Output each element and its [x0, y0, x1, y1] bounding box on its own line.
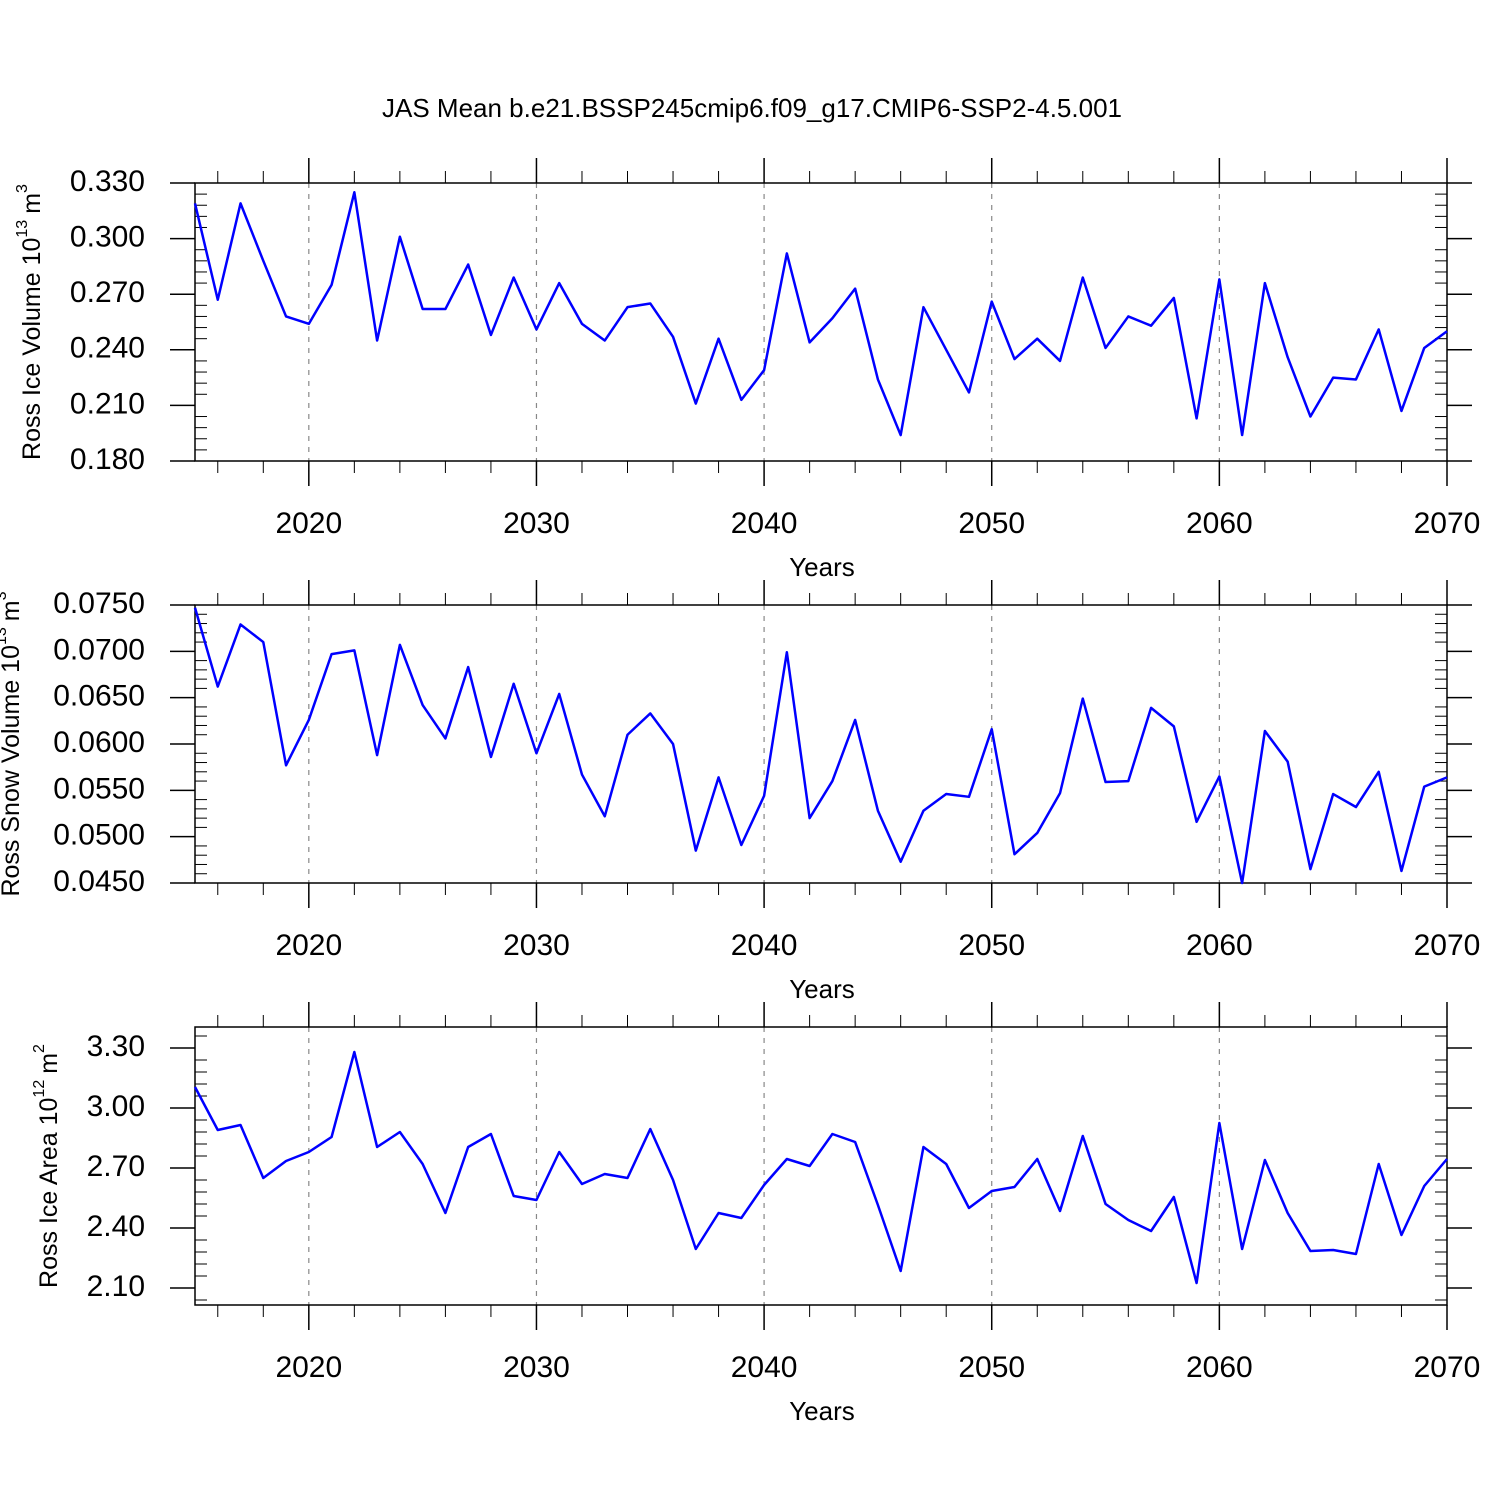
- x-tick-label: 2020: [275, 929, 342, 962]
- x-tick-label: 2030: [503, 507, 570, 540]
- y-axis-label-part: 3: [14, 184, 31, 193]
- y-tick-label: 3.30: [87, 1030, 145, 1063]
- x-tick-label: 2050: [958, 507, 1025, 540]
- y-tick-label: 0.270: [70, 276, 145, 309]
- y-tick-label: 0.300: [70, 221, 145, 254]
- y-tick-label: 0.330: [70, 165, 145, 198]
- x-axis-label: Years: [789, 552, 855, 582]
- y-axis-label-part: 2: [31, 1044, 48, 1053]
- y-axis-label-part: Ross Ice Area 10: [35, 1098, 63, 1288]
- y-tick-label: 3.00: [87, 1090, 145, 1123]
- x-tick-label: 2030: [503, 1351, 570, 1384]
- x-tick-label: 2070: [1414, 929, 1481, 962]
- x-tick-label: 2060: [1186, 507, 1253, 540]
- y-tick-label: 0.0750: [53, 587, 145, 620]
- x-tick-label: 2070: [1414, 507, 1481, 540]
- y-tick-label: 0.180: [70, 443, 145, 476]
- y-tick-label: 0.0650: [53, 680, 145, 713]
- y-axis-label: Ross Snow Volume 1013 m3: [0, 591, 25, 896]
- y-tick-label: 0.210: [70, 387, 145, 420]
- x-axis-label: Years: [789, 974, 855, 1004]
- panel: 2020 2030 2040 2050 2060 2070 0.0450 0.0500 0.05…: [0, 580, 1480, 1004]
- x-tick-label: 2050: [958, 929, 1025, 962]
- plot-frame: [194, 1026, 1448, 1306]
- plot-frame: [194, 604, 1448, 884]
- y-axis-label-part: 13: [14, 220, 31, 238]
- plot-frame: [194, 182, 1448, 462]
- y-axis-label-part: 13: [0, 627, 10, 645]
- y-tick-label: 0.0550: [53, 772, 145, 805]
- y-tick-label: 0.0600: [53, 726, 145, 759]
- x-tick-label: 2050: [958, 1351, 1025, 1384]
- x-tick-label: 2070: [1414, 1351, 1481, 1384]
- y-tick-label: 0.0450: [53, 865, 145, 898]
- y-tick-label: 0.0500: [53, 819, 145, 852]
- data-line: [193, 607, 1448, 885]
- y-tick-label: 0.240: [70, 332, 145, 365]
- x-tick-label: 2060: [1186, 929, 1253, 962]
- x-tick-label: 2020: [275, 1351, 342, 1384]
- y-tick-label: 2.40: [87, 1210, 145, 1243]
- x-tick-label: 2040: [731, 507, 798, 540]
- data-line: [193, 1050, 1448, 1285]
- panel: 2020 2030 2040 2050 2060 2070 2.10 2.40 2.70 3.00…: [31, 1002, 1480, 1426]
- x-tick-label: 2020: [275, 507, 342, 540]
- y-tick-label: 0.0700: [53, 633, 145, 666]
- x-tick-label: 2060: [1186, 1351, 1253, 1384]
- x-tick-label: 2040: [731, 929, 798, 962]
- y-axis-label-part: Ross Snow Volume 10: [0, 645, 25, 897]
- y-axis-label-part: m: [0, 600, 25, 621]
- y-axis-label-part: 12: [31, 1080, 48, 1098]
- y-axis-label-part: m: [35, 1053, 63, 1074]
- data-line: [193, 191, 1448, 437]
- x-tick-label: 2040: [731, 1351, 798, 1384]
- y-axis-label-part: Ross Ice Volume 10: [18, 238, 46, 460]
- y-axis-label: Ross Ice Volume 1013 m3: [14, 184, 45, 460]
- figure-title: JAS Mean b.e21.BSSP245cmip6.f09_g17.CMIP…: [382, 93, 1122, 123]
- y-tick-label: 2.10: [87, 1270, 145, 1303]
- panel: 2020 2030 2040 2050 2060 2070 0.180 0.210 0.240 0…: [14, 158, 1480, 582]
- x-axis-label: Years: [789, 1396, 855, 1426]
- x-tick-label: 2030: [503, 929, 570, 962]
- y-axis-label-part: 3: [0, 591, 10, 600]
- y-axis-label: Ross Ice Area 1012 m2: [31, 1044, 62, 1288]
- y-axis-label-part: m: [18, 193, 46, 214]
- y-tick-label: 2.70: [87, 1150, 145, 1183]
